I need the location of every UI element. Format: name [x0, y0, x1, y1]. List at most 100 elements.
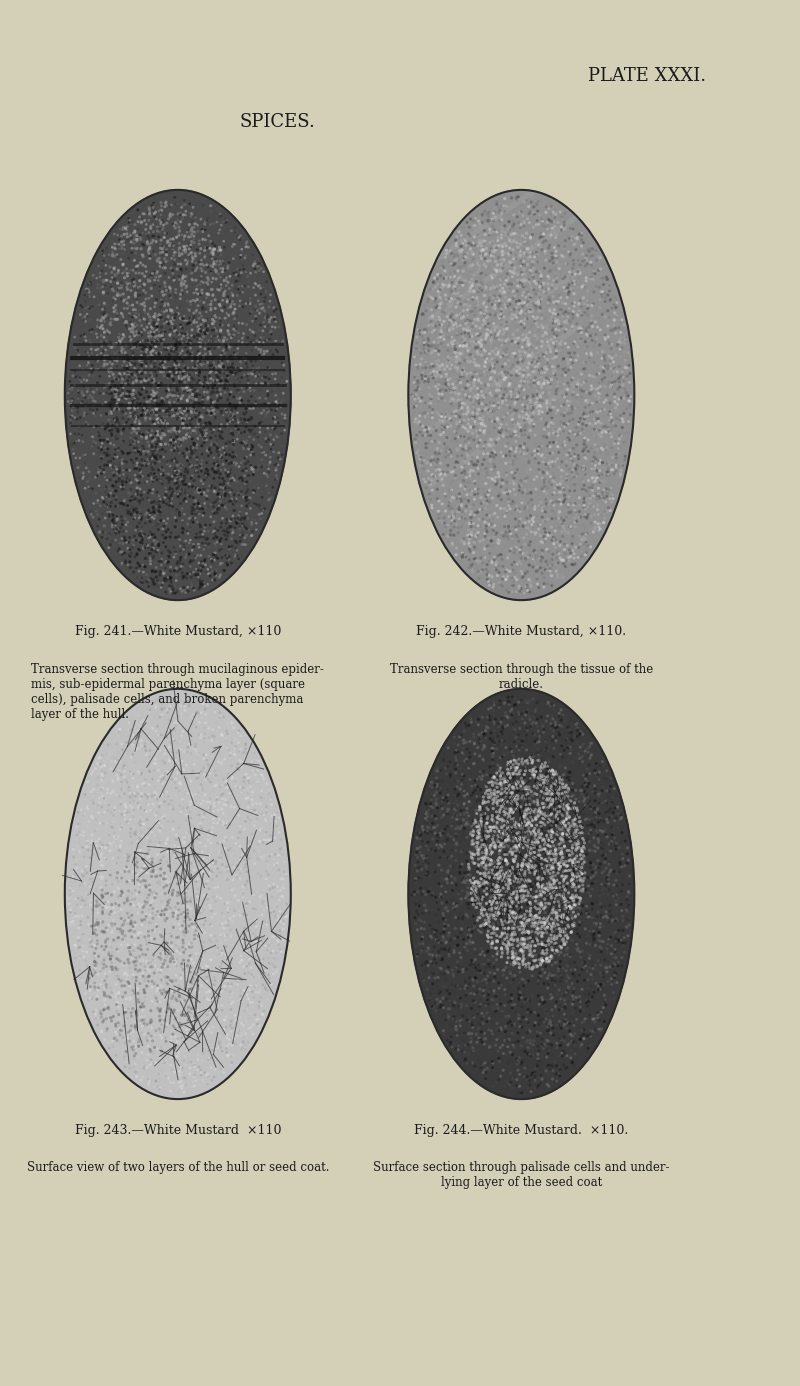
Point: [442, 802, 454, 825]
Point: [86, 790, 98, 812]
Point: [176, 845, 189, 868]
Point: [536, 532, 549, 554]
Point: [523, 811, 536, 833]
Point: [535, 277, 548, 299]
Point: [126, 542, 138, 564]
Point: [110, 1008, 122, 1030]
Point: [185, 807, 198, 829]
Point: [465, 815, 478, 837]
Point: [534, 381, 546, 403]
Point: [517, 340, 530, 362]
Point: [219, 208, 232, 230]
Point: [608, 463, 621, 485]
Point: [575, 861, 588, 883]
Point: [234, 352, 247, 374]
Point: [146, 317, 159, 340]
Point: [155, 952, 168, 974]
Point: [162, 349, 175, 371]
Point: [411, 412, 424, 434]
Point: [616, 873, 629, 895]
Point: [166, 841, 179, 863]
Point: [562, 807, 575, 829]
Point: [474, 331, 486, 353]
Point: [165, 345, 178, 367]
Point: [96, 306, 109, 328]
Point: [274, 868, 287, 890]
Point: [466, 913, 479, 936]
Point: [515, 911, 528, 933]
Point: [529, 855, 542, 877]
Point: [574, 902, 587, 924]
Point: [544, 334, 557, 356]
Point: [454, 315, 466, 337]
Point: [233, 736, 246, 758]
Point: [456, 543, 469, 565]
Point: [593, 784, 606, 807]
Point: [442, 455, 454, 477]
Point: [587, 335, 600, 358]
Point: [546, 776, 558, 798]
Point: [134, 309, 146, 331]
Point: [436, 380, 449, 402]
Point: [546, 1010, 558, 1033]
Point: [563, 480, 576, 502]
Point: [105, 276, 118, 298]
Point: [218, 342, 231, 365]
Point: [490, 906, 503, 929]
Point: [174, 552, 186, 574]
Point: [535, 358, 548, 380]
Point: [518, 929, 531, 951]
Point: [118, 1048, 131, 1070]
Point: [184, 808, 197, 830]
Point: [96, 901, 109, 923]
Point: [524, 891, 537, 913]
Point: [496, 730, 509, 753]
Point: [598, 301, 610, 323]
Point: [500, 317, 513, 340]
Point: [502, 383, 515, 405]
Point: [476, 707, 489, 729]
Point: [437, 366, 450, 388]
Point: [193, 1023, 206, 1045]
Point: [491, 241, 504, 263]
Point: [234, 992, 247, 1015]
Point: [521, 1002, 534, 1024]
Point: [187, 1046, 200, 1069]
Point: [154, 816, 166, 839]
Point: [141, 225, 154, 247]
Point: [246, 782, 259, 804]
Point: [210, 560, 222, 582]
Point: [458, 721, 470, 743]
Point: [553, 703, 566, 725]
Point: [234, 391, 246, 413]
Point: [567, 894, 580, 916]
Point: [539, 1008, 552, 1030]
Point: [86, 399, 99, 421]
Point: [586, 457, 598, 480]
Point: [234, 815, 246, 837]
Point: [270, 870, 283, 893]
Point: [582, 983, 595, 1005]
Point: [580, 901, 593, 923]
Point: [463, 511, 476, 534]
Point: [478, 399, 490, 421]
Point: [510, 908, 522, 930]
Point: [589, 778, 602, 800]
Point: [478, 384, 490, 406]
Point: [544, 1059, 557, 1081]
Point: [132, 567, 145, 589]
Point: [236, 1026, 249, 1048]
Point: [169, 319, 182, 341]
Point: [523, 787, 536, 809]
Point: [440, 786, 453, 808]
Point: [439, 880, 452, 902]
Point: [127, 313, 140, 335]
Point: [511, 886, 524, 908]
Point: [135, 274, 148, 297]
Point: [578, 534, 590, 556]
Point: [506, 876, 519, 898]
Point: [516, 349, 529, 371]
Point: [546, 1067, 559, 1089]
Point: [521, 909, 534, 931]
Point: [418, 894, 431, 916]
